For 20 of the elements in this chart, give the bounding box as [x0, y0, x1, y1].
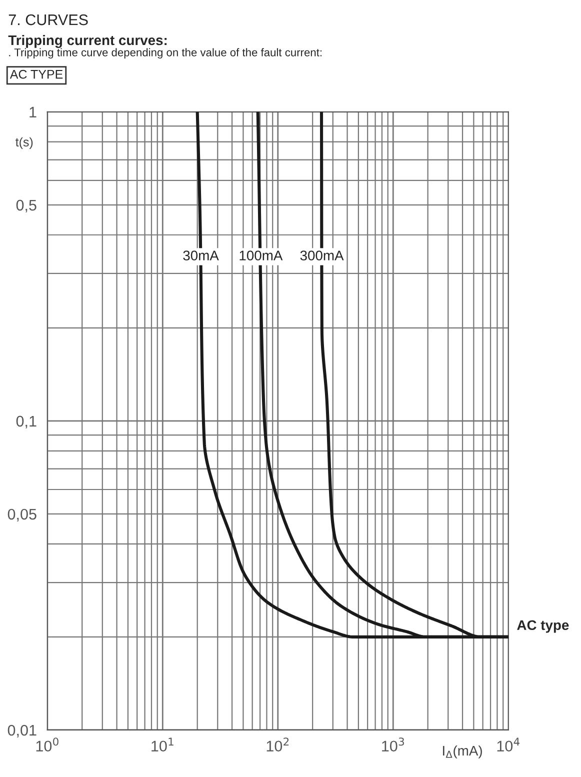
x-tick-label: 10$^{2}$ [266, 738, 289, 752]
y-axis-title: t(s) [16, 137, 33, 149]
y-tick-label: 0,05 [8, 508, 36, 522]
y-tick-label: 1 [30, 106, 36, 118]
y-tick-label: 0,5 [16, 200, 36, 212]
x-tick-label: 10$^{1}$ [152, 738, 174, 752]
x-tick-label: 10$^{0}$ [36, 738, 58, 752]
y-tick-label: 0,1 [16, 416, 36, 428]
x-axis-title: I$_{Δ}$(mA) [443, 745, 482, 758]
x-tick-label: 10$^{3}$ [382, 738, 404, 752]
series-label: 30mA [183, 250, 219, 260]
text: . Tripping time curve depending on the value of the fault current: [9, 48, 322, 59]
text: AC TYPE [10, 70, 63, 79]
y-tick-label: 0,01 [8, 724, 36, 738]
series-label: 100mA [240, 250, 283, 260]
chart-title: 7. CURVES [8, 14, 88, 26]
chart-subtitle: Tripping current curves: [8, 34, 167, 48]
series-label: 300mA [300, 250, 344, 260]
x-tick-label: 10$^{4}$ [497, 738, 520, 752]
text: AC type [517, 620, 569, 633]
